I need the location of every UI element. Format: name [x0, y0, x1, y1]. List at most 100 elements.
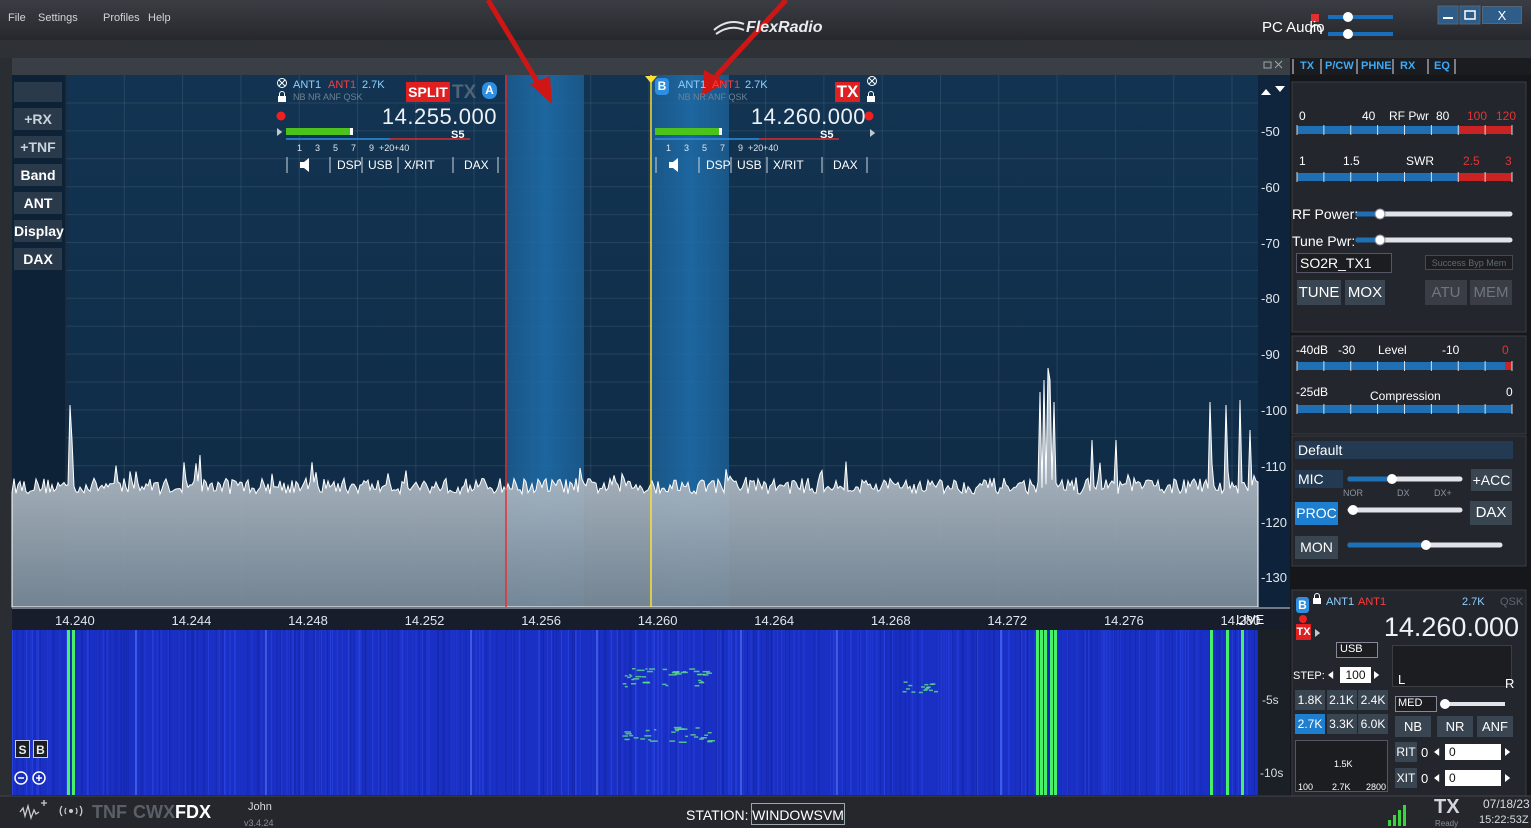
smeter-scale-label: 7	[720, 144, 725, 153]
waterfall-noise	[1254, 630, 1255, 795]
antenna-tx: ANT1	[328, 80, 356, 91]
tx-button[interactable]: TX	[835, 82, 860, 102]
flag-button[interactable]: USB	[737, 159, 762, 171]
dsp-button[interactable]: ANF	[1477, 716, 1513, 737]
waterfall-noise	[213, 630, 214, 795]
filter-button[interactable]: 6.0K	[1358, 714, 1388, 734]
waterfall-noise	[203, 630, 204, 795]
panel-tab[interactable]: RX	[1400, 61, 1415, 72]
rit-button[interactable]: RIT	[1395, 742, 1417, 762]
waterfall-noise	[703, 630, 704, 795]
panel-tab[interactable]: TX	[1300, 61, 1314, 72]
waterfall-noise	[47, 630, 48, 795]
waterfall-noise	[1235, 630, 1236, 795]
mon-button[interactable]: MON	[1295, 536, 1338, 559]
slice-letter[interactable]: B	[1296, 597, 1309, 613]
menu-item[interactable]: Profiles	[103, 13, 140, 24]
status-tool[interactable]: FDX	[175, 803, 211, 821]
waterfall-noise	[870, 630, 871, 795]
meter-label: 80	[1436, 110, 1449, 122]
tx-button[interactable]: MOX	[1345, 280, 1385, 305]
waterfall-button[interactable]: S	[15, 740, 30, 758]
waterfall-speckle	[704, 735, 708, 737]
waterfall-speckle	[670, 740, 676, 742]
panel-tab[interactable]: P/CW	[1325, 61, 1354, 72]
waterfall-noise	[1096, 630, 1097, 795]
filter-button[interactable]: 3.3K	[1327, 714, 1357, 734]
menu-item[interactable]: Settings	[38, 13, 78, 24]
slice-letter[interactable]: B	[655, 78, 669, 95]
waterfall-noise	[948, 630, 949, 795]
menu-item[interactable]: Help	[148, 13, 171, 24]
side-button[interactable]: +TNF	[14, 136, 62, 158]
acc-button[interactable]: +ACC	[1471, 469, 1512, 491]
tx-button[interactable]: TX	[1296, 624, 1311, 640]
meter-label: -10	[1442, 344, 1459, 356]
flag-button[interactable]: X/RIT	[404, 159, 435, 171]
dropdown-text[interactable]: MIC	[1298, 472, 1324, 486]
waterfall-noise	[437, 630, 438, 795]
side-button[interactable]: +RX	[14, 108, 62, 130]
waterfall-speckle	[706, 673, 712, 675]
waterfall-speckle	[699, 682, 705, 684]
smeter-scale-label: 3	[684, 144, 689, 153]
panel-tab[interactable]: EQ	[1434, 61, 1450, 72]
split-button[interactable]: SPLIT	[406, 82, 450, 102]
dsp-button[interactable]: NB	[1395, 716, 1431, 737]
waterfall-noise	[561, 630, 562, 795]
slice-letter[interactable]: A	[482, 82, 497, 99]
back-button[interactable]	[14, 82, 62, 102]
waterfall-noise	[392, 630, 393, 795]
waterfall-noise	[476, 630, 477, 795]
meter-bar-red	[1505, 362, 1512, 370]
tx-button[interactable]: TUNE	[1297, 280, 1341, 305]
side-button[interactable]: DAX	[14, 248, 62, 270]
dax-button[interactable]: DAX	[1470, 501, 1512, 525]
waterfall-noise	[867, 630, 868, 795]
close-button[interactable]: X	[1482, 6, 1522, 24]
tx-button[interactable]: ATU	[1425, 280, 1467, 305]
waterfall-noise	[752, 630, 753, 795]
dropdown-text[interactable]: USB	[1340, 644, 1363, 655]
filter-button[interactable]: 1.8K	[1295, 690, 1325, 710]
dsp-button[interactable]: NR	[1437, 716, 1473, 737]
waterfall-noise	[580, 630, 581, 795]
flag-button[interactable]: DSP	[337, 159, 362, 171]
station-button[interactable]: WINDOWSVM	[751, 803, 845, 825]
window-button	[1460, 6, 1480, 24]
tx-button[interactable]: MEM	[1470, 280, 1512, 305]
filter-button[interactable]: 2.4K	[1358, 690, 1388, 710]
smeter-scale-label: +20	[748, 144, 763, 153]
waterfall-noise	[909, 630, 910, 795]
status-tool[interactable]: TNF	[92, 803, 127, 821]
tx-indicator[interactable]: TX	[452, 83, 476, 102]
flag-button[interactable]: DAX	[833, 159, 858, 171]
side-button[interactable]: Band	[14, 164, 62, 186]
rit-offset: 0	[1449, 746, 1456, 758]
filter-button[interactable]: 2.1K	[1327, 690, 1357, 710]
dropdown-text[interactable]: SO2R_TX1	[1300, 256, 1372, 270]
proc-button[interactable]: PROC	[1295, 502, 1338, 525]
waterfall-button[interactable]: B	[33, 740, 48, 758]
options-box[interactable]: Success Byp Mem	[1425, 255, 1513, 270]
step-value[interactable]: 100	[1340, 667, 1371, 683]
dropdown-text[interactable]: Default	[1298, 443, 1342, 457]
waterfall-signal	[1044, 630, 1047, 795]
dropdown-text[interactable]: MED	[1398, 698, 1422, 709]
panel-tab[interactable]: PHNE	[1361, 61, 1392, 72]
menu-item[interactable]: File	[8, 13, 26, 24]
xit-button[interactable]: XIT	[1395, 768, 1417, 788]
waterfall-noise	[1216, 630, 1217, 795]
status-tool[interactable]: CWX	[133, 803, 175, 821]
waterfall-noise	[307, 630, 308, 795]
waterfall-noise	[631, 630, 632, 795]
flag-button[interactable]: DAX	[464, 159, 489, 171]
flag-button[interactable]: DSP	[706, 159, 731, 171]
filter-button[interactable]: 2.7K	[1295, 714, 1325, 734]
side-button[interactable]: Display	[14, 220, 62, 242]
flag-button[interactable]: X/RIT	[773, 159, 804, 171]
qsk-flag: QSK	[1500, 597, 1523, 608]
flag-button[interactable]: USB	[368, 159, 393, 171]
side-button[interactable]: ANT	[14, 192, 62, 214]
waterfall-noise	[1062, 630, 1063, 795]
